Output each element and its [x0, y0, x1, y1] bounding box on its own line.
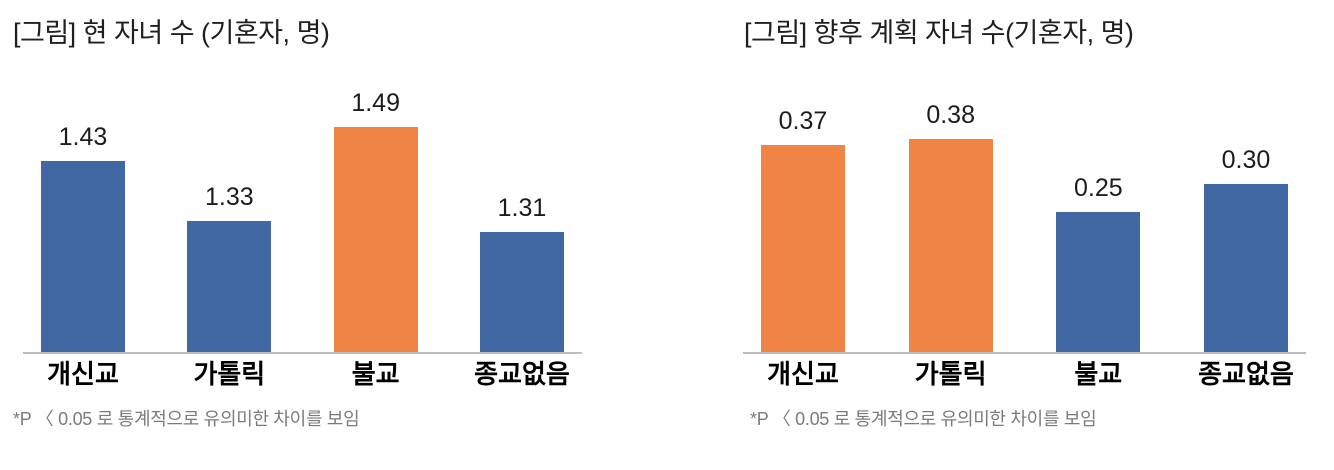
category-label-no-religion: 종교없음 [1198, 359, 1294, 389]
footnote-significance: *P 〈 0.05 로 통계적으로 유의미한 차이를 보임 [13, 409, 360, 429]
bar-value-label: 1.33 [204, 182, 254, 211]
bar-slot: 0.38 [908, 89, 993, 352]
category-label-protestant: 개신교 [47, 359, 119, 389]
category-label-protestant: 개신교 [767, 359, 839, 389]
bar-catholic [908, 139, 993, 352]
bar-slot: 0.37 [761, 89, 845, 352]
bar-slot: 1.31 [479, 89, 564, 352]
bar-slot: 1.43 [41, 89, 125, 352]
bar-value-label: 1.43 [58, 122, 108, 151]
category-label-buddhist: 불교 [351, 359, 400, 389]
x-axis-line [743, 352, 1306, 354]
bar-value-label: 0.37 [778, 106, 828, 135]
bar-protestant [761, 144, 845, 352]
bar-value-label: 0.38 [926, 101, 975, 130]
bar-slot: 1.49 [333, 89, 418, 352]
category-label-catholic: 가톨릭 [193, 359, 266, 389]
footnote-significance: *P 〈 0.05 로 통계적으로 유의미한 차이를 보임 [750, 409, 1097, 429]
chart-title-current-children: [그림] 현 자녀 수 (기혼자, 명) [13, 18, 330, 48]
bar-slot: 0.25 [1056, 89, 1141, 352]
bar-slot: 1.33 [187, 89, 272, 352]
bars-row: 1.43 1.33 1.49 1.31 [23, 89, 582, 352]
category-labels-row: 개신교 가톨릭 불교 종교없음 [743, 358, 1306, 390]
bar-protestant [41, 160, 125, 352]
category-label-catholic: 가톨릭 [914, 359, 987, 389]
bar-value-label: 1.31 [497, 194, 547, 223]
plot-area-planned-children: 0.37 0.38 0.25 0.30 [743, 89, 1306, 354]
bar-no-religion [1203, 184, 1288, 352]
category-label-buddhist: 불교 [1074, 359, 1123, 389]
x-axis-line [23, 352, 582, 354]
bar-no-religion [479, 232, 564, 352]
bar-buddhist [1056, 212, 1141, 352]
plot-area-current-children: 1.43 1.33 1.49 1.31 [23, 89, 582, 354]
bars-row: 0.37 0.38 0.25 0.30 [743, 89, 1306, 352]
category-labels-row: 개신교 가톨릭 불교 종교없음 [23, 358, 582, 390]
bar-catholic [187, 220, 272, 352]
category-label-no-religion: 종교없음 [474, 359, 570, 389]
bar-value-label: 0.25 [1073, 174, 1123, 203]
bar-slot: 0.30 [1203, 89, 1288, 352]
chart-title-planned-children: [그림] 향후 계획 자녀 수(기혼자, 명) [744, 18, 1134, 48]
bar-value-label: 0.30 [1221, 146, 1271, 175]
bar-value-label: 1.49 [351, 89, 400, 117]
bar-buddhist [333, 127, 418, 352]
